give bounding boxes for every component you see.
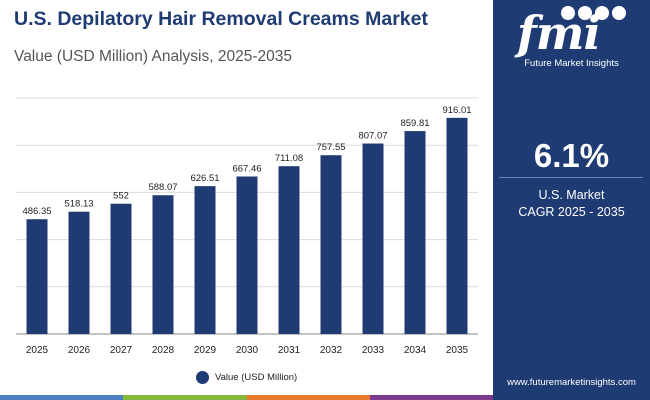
- stripe-segment: [246, 395, 370, 400]
- bar-2033: [362, 143, 384, 334]
- data-label-2032: 757.55: [316, 142, 345, 153]
- stripe-segment: [0, 395, 124, 400]
- bar-layer: [26, 117, 468, 334]
- cagr-period-label: CAGR 2025 - 2035: [518, 205, 625, 219]
- fmi-logo: fmi Future Market Insights: [493, 4, 650, 76]
- x-tick-2027: 2027: [110, 345, 133, 356]
- data-label-2034: 859.81: [400, 118, 429, 129]
- data-label-2029: 626.51: [190, 173, 219, 184]
- chart-title: U.S. Depilatory Hair Removal Creams Mark…: [14, 8, 428, 30]
- tick-layer: 2025 2026 2027 2028 2029 2030 2031 2032 2033 2034…: [26, 345, 469, 356]
- bar-2035: [446, 117, 468, 334]
- x-tick-2028: 2028: [152, 345, 175, 356]
- bar-2031: [278, 166, 300, 334]
- globe-icon: [595, 6, 609, 20]
- chart-subtitle: Value (USD Million) Analysis, 2025-2035: [14, 48, 292, 65]
- x-tick-2030: 2030: [236, 345, 259, 356]
- x-tick-2032: 2032: [320, 345, 343, 356]
- x-tick-2025: 2025: [26, 345, 49, 356]
- x-tick-2026: 2026: [68, 345, 91, 356]
- bar-2029: [194, 186, 216, 334]
- bar-2030: [236, 176, 258, 334]
- bar-2028: [152, 195, 174, 334]
- cagr-region-label: U.S. Market: [538, 188, 605, 202]
- legend-marker: [196, 371, 209, 384]
- bar-chart: 486.35 518.13 552 588.07 626.51 667.46 711.08 7…: [16, 97, 478, 356]
- data-label-2025: 486.35: [22, 206, 51, 217]
- logo-globe-icons: [561, 6, 626, 20]
- logo-subtitle: Future Market Insights: [524, 58, 619, 69]
- bar-2032: [320, 155, 342, 334]
- x-tick-2029: 2029: [194, 345, 217, 356]
- data-label-2027: 552: [113, 191, 129, 202]
- x-tick-2034: 2034: [404, 345, 427, 356]
- data-label-2030: 667.46: [232, 163, 261, 174]
- summary-panel: fmi Future Market Insights 6.1% U.S. Mar…: [493, 0, 650, 400]
- cagr-value: 6.1%: [533, 137, 610, 174]
- x-tick-2035: 2035: [446, 345, 469, 356]
- x-tick-2031: 2031: [278, 345, 301, 356]
- label-layer: 486.35 518.13 552 588.07 626.51 667.46 711.08 7…: [22, 105, 471, 217]
- legend-label: Value (USD Million): [215, 372, 298, 383]
- bar-2026: [68, 211, 90, 334]
- bottom-color-stripe: [0, 395, 493, 400]
- stripe-segment: [123, 395, 247, 400]
- globe-icon: [612, 6, 626, 20]
- x-tick-2033: 2033: [362, 345, 385, 356]
- data-label-2028: 588.07: [148, 182, 177, 193]
- globe-icon: [578, 6, 592, 20]
- bar-2027: [110, 203, 132, 334]
- globe-icon: [561, 6, 575, 20]
- data-label-2026: 518.13: [64, 199, 93, 210]
- bar-2034: [404, 131, 426, 334]
- data-label-2035: 916.01: [442, 105, 471, 116]
- legend: Value (USD Million): [196, 371, 297, 384]
- website-link[interactable]: www.futuremarketinsights.com: [507, 377, 636, 388]
- panel-divider: [499, 177, 643, 178]
- data-label-2031: 711.08: [275, 153, 303, 164]
- logo-mark: fmi: [517, 6, 601, 60]
- stripe-segment: [369, 395, 493, 400]
- data-label-2033: 807.07: [358, 131, 387, 142]
- bar-2025: [26, 219, 48, 334]
